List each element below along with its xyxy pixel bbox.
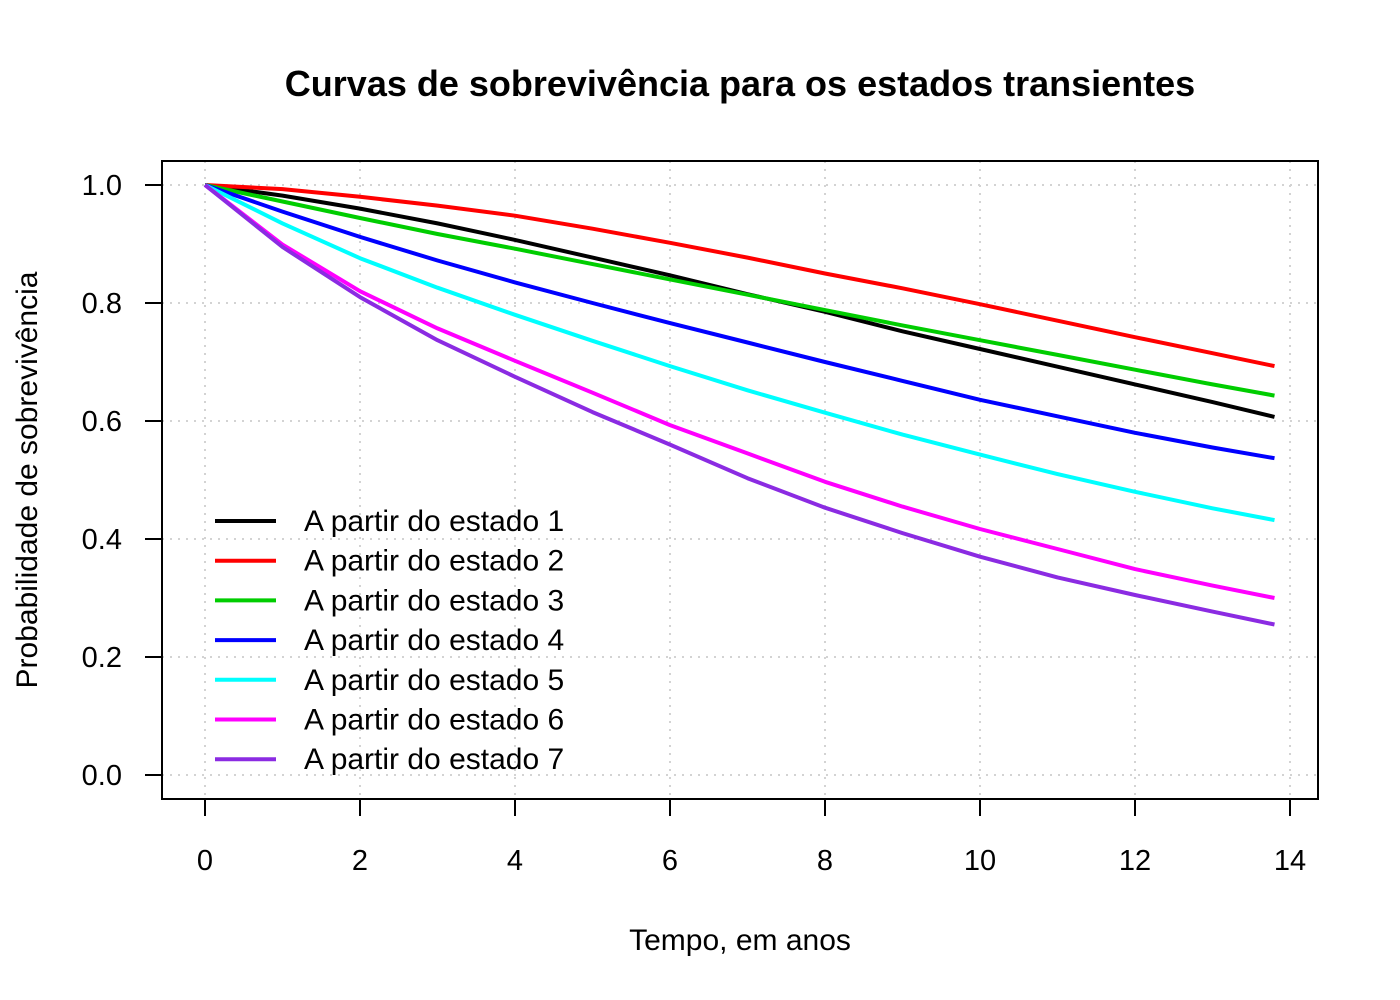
legend-label-estado-5: A partir do estado 5 (304, 664, 564, 697)
x-axis-label: Tempo, em anos (629, 924, 851, 957)
legend-label-estado-7: A partir do estado 7 (304, 743, 564, 776)
y-tick-label: 0.0 (82, 760, 122, 792)
legend-label-estado-3: A partir do estado 3 (304, 584, 564, 617)
legend-label-estado-2: A partir do estado 2 (304, 545, 564, 578)
x-tick-label: 6 (662, 845, 678, 877)
legend-label-estado-4: A partir do estado 4 (304, 624, 564, 657)
x-tick-label: 2 (352, 845, 368, 877)
legend: A partir do estado 1 A partir do estado 2… (215, 505, 564, 776)
series-lines (203, 183, 1275, 627)
y-tick-label: 0.2 (82, 642, 122, 674)
series-line-estado-3 (204, 183, 1275, 398)
chart-title: Curvas de sobrevivência para os estados … (285, 63, 1195, 104)
series-line-estado-7 (203, 183, 1275, 627)
legend-label-estado-6: A partir do estado 6 (304, 704, 564, 737)
y-tick-label: 0.8 (82, 288, 122, 320)
x-tick-label: 14 (1274, 845, 1306, 877)
y-axis-label: Probabilidade de sobrevivência (11, 271, 44, 688)
series-line-estado-4 (204, 183, 1275, 461)
series-line-estado-6 (203, 183, 1275, 600)
series-line-estado-5 (204, 183, 1275, 523)
y-tick-label: 0.4 (82, 524, 122, 556)
series-line-estado-2 (204, 183, 1275, 369)
x-tick-label: 0 (197, 845, 213, 877)
axes: 0 2 4 6 8 10 12 14 0.0 0.2 0.4 0.6 0.8 1.0 (82, 170, 1306, 877)
x-tick-label: 8 (817, 845, 833, 877)
y-tick-label: 1.0 (82, 170, 122, 202)
y-tick-label: 0.6 (82, 406, 122, 438)
x-tick-label: 12 (1119, 845, 1151, 877)
x-tick-label: 4 (507, 845, 523, 877)
legend-label-estado-1: A partir do estado 1 (304, 505, 564, 538)
x-tick-label: 10 (964, 845, 996, 877)
grid (162, 161, 1318, 799)
